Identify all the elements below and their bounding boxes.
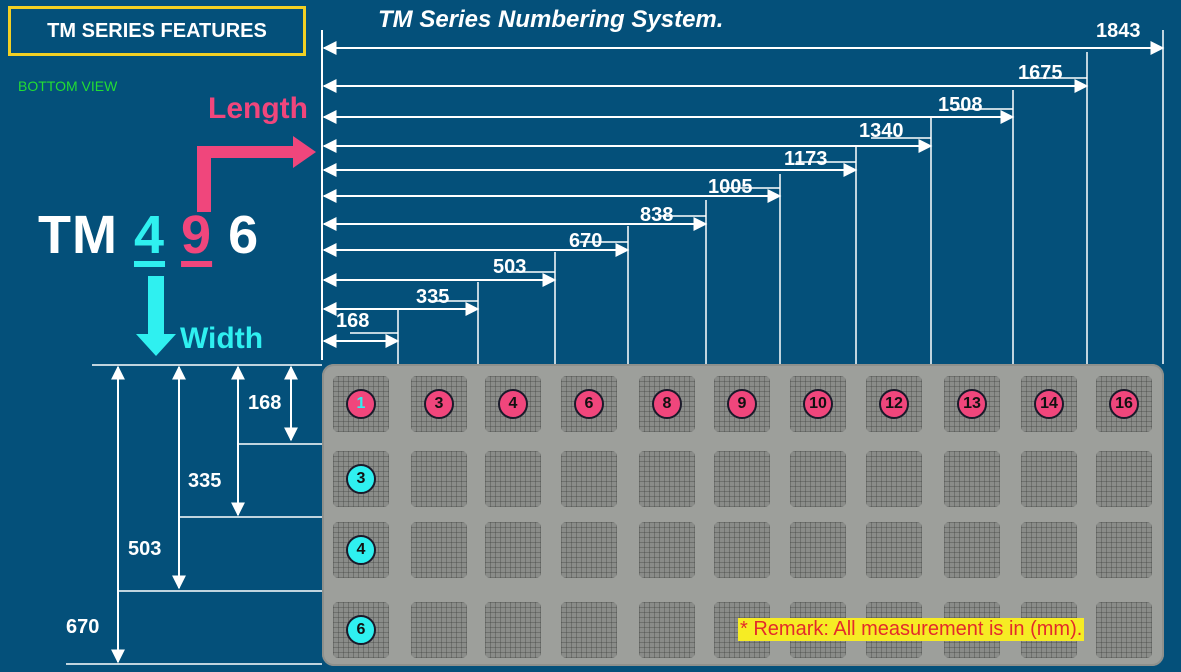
- model-prefix: TM: [38, 205, 118, 265]
- grid-cell: [485, 602, 541, 658]
- grid-cell: [714, 451, 770, 507]
- length-dim-label: 1843: [1096, 20, 1141, 42]
- grid-cell: [561, 451, 617, 507]
- width-count-badge: 3: [346, 464, 376, 494]
- width-label: Width: [180, 322, 264, 355]
- grid-cell: [1021, 451, 1077, 507]
- width-dim-label: 670: [66, 616, 100, 638]
- length-count-badge: 9: [727, 389, 757, 419]
- length-dim-label: 168: [336, 310, 370, 332]
- length-dim-label: 1340: [859, 120, 904, 142]
- length-dim-label: 1005: [708, 176, 753, 198]
- length-dim-label: 670: [569, 230, 603, 252]
- grid-cell: [639, 602, 695, 658]
- width-arrow-icon: [136, 276, 176, 356]
- length-count-badge: 13: [957, 389, 987, 419]
- width-count-badge: 6: [346, 615, 376, 645]
- length-count-badge: 12: [879, 389, 909, 419]
- grid-cell: [639, 451, 695, 507]
- width-dim-label: 335: [188, 470, 222, 492]
- grid-cell: [1096, 451, 1152, 507]
- grid-cell: [944, 451, 1000, 507]
- length-count-badge: 14: [1034, 389, 1064, 419]
- grid-cell: [561, 522, 617, 578]
- length-label: Length: [208, 92, 308, 125]
- length-count-badge: 16: [1109, 389, 1139, 419]
- grid-cell: [1021, 522, 1077, 578]
- badge-text: TM SERIES FEATURES: [47, 19, 267, 42]
- grid-cell: [866, 451, 922, 507]
- length-digit: 9: [181, 205, 213, 265]
- grid-cell: [790, 522, 846, 578]
- width-dim-label: 503: [128, 538, 162, 560]
- page-title: TM Series Numbering System.: [378, 6, 724, 33]
- model-code: TM 4 9 6: [38, 204, 259, 266]
- grid-cell: [714, 522, 770, 578]
- width-dim-label: 168: [248, 392, 282, 414]
- width-count-badge: 4: [346, 535, 376, 565]
- length-count-badge: 6: [574, 389, 604, 419]
- length-dim-label: 1508: [938, 94, 983, 116]
- length-dim-label: 1675: [1018, 62, 1063, 84]
- length-count-badge: 10: [803, 389, 833, 419]
- grid-cell: [1096, 602, 1152, 658]
- grid-cell: [714, 376, 770, 432]
- length-dim-label: 838: [640, 204, 674, 226]
- grid-cell: [411, 451, 467, 507]
- grid-cell: [411, 522, 467, 578]
- width-digit: 4: [133, 205, 166, 265]
- length-count-badge: 3: [424, 389, 454, 419]
- grid-cell: [866, 522, 922, 578]
- grid-cell: [1096, 522, 1152, 578]
- length-count-badge: 4: [498, 389, 528, 419]
- grid-cell: [333, 451, 389, 507]
- grid-cell: [561, 602, 617, 658]
- model-suffix: 6: [228, 205, 260, 265]
- bottom-view-panel: 1 3 4 6 8 9 10 12 13 14 16 3 4 6: [322, 364, 1164, 666]
- grid-cell: [411, 602, 467, 658]
- length-arrow-icon: [197, 136, 316, 212]
- grid-cell: [485, 522, 541, 578]
- grid-cell: [639, 522, 695, 578]
- grid-cell: [333, 602, 389, 658]
- length-dim-label: 503: [493, 256, 527, 278]
- series-features-badge: TM SERIES FEATURES: [8, 6, 306, 56]
- length-dim-label: 1173: [784, 148, 828, 170]
- remark-note: * Remark: All measurement is in (mm).: [738, 618, 1085, 641]
- view-label: BOTTOM VIEW: [18, 78, 118, 94]
- grid-cell: [944, 522, 1000, 578]
- length-count-badge: 8: [652, 389, 682, 419]
- grid-cell: [485, 451, 541, 507]
- length-dim-label: 335: [416, 286, 450, 308]
- length-count-badge: 1: [346, 389, 376, 419]
- grid-cell: [790, 451, 846, 507]
